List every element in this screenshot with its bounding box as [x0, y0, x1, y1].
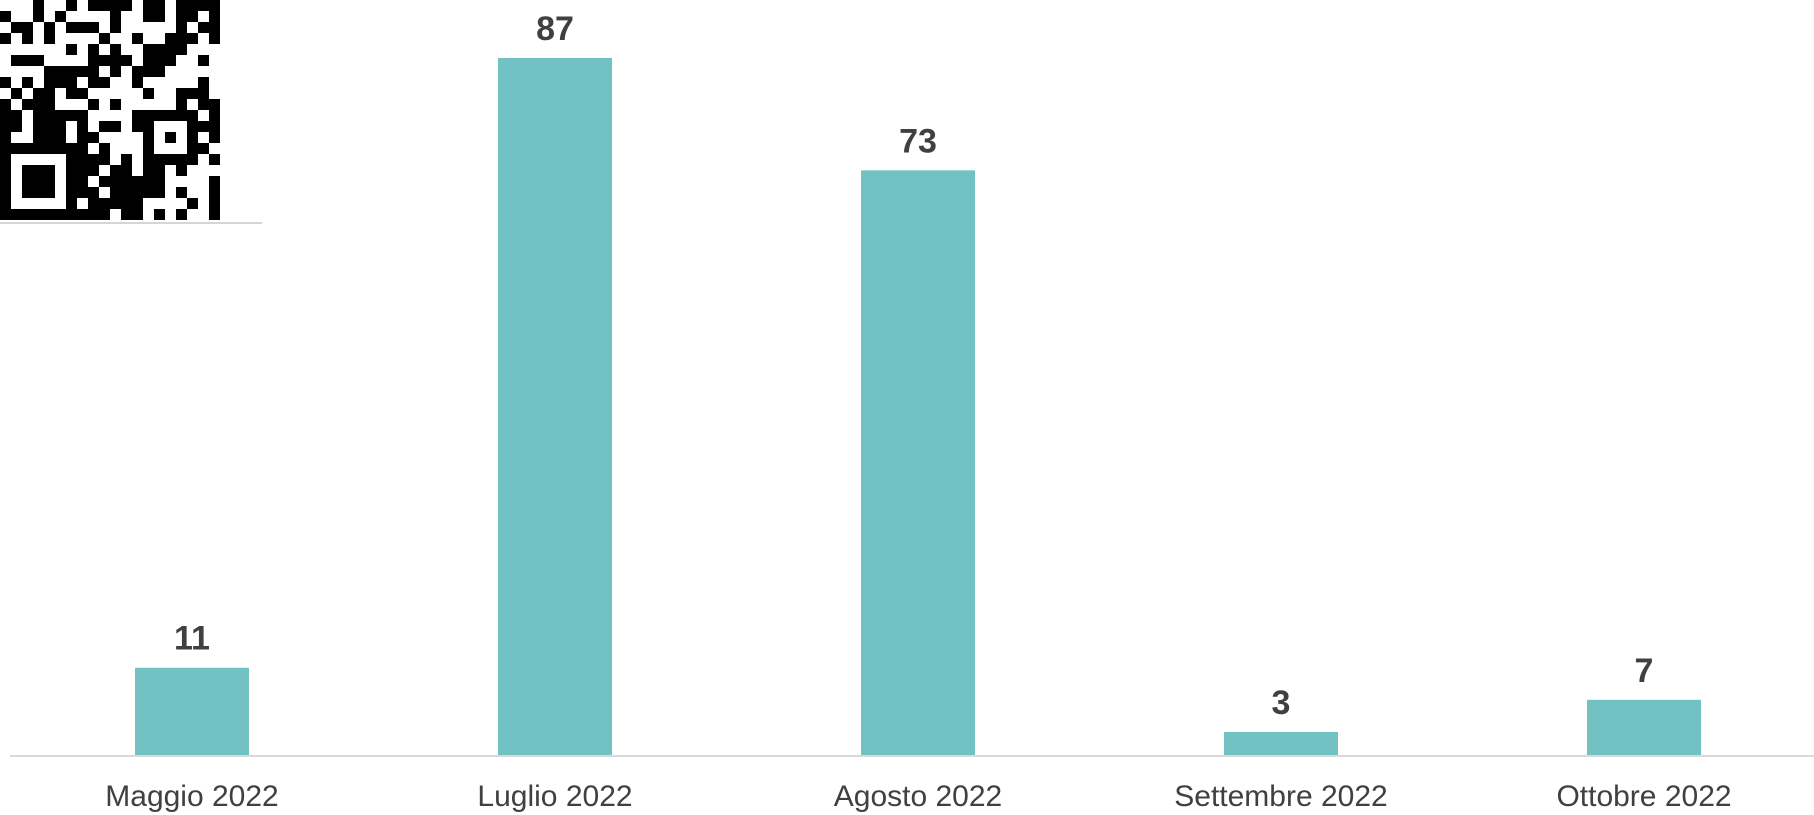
qr-code-icon — [0, 0, 262, 224]
bar-value-label: 3 — [1272, 684, 1291, 722]
bar-value-label: 11 — [174, 620, 210, 658]
x-tick-label: Maggio 2022 — [105, 780, 278, 813]
bar — [1587, 699, 1701, 756]
bar-value-label: 73 — [899, 122, 937, 160]
x-tick-labels-group: Maggio 2022 Luglio 2022 Agosto 2022 Settemb… — [105, 780, 1731, 813]
x-tick-label: Ottobre 2022 — [1556, 780, 1731, 813]
bar — [498, 58, 612, 756]
bar — [861, 170, 975, 756]
x-tick-label: Settembre 2022 — [1174, 780, 1387, 813]
bar — [1224, 731, 1338, 756]
bar-value-label: 7 — [1635, 652, 1654, 690]
x-tick-label: Agosto 2022 — [834, 780, 1002, 813]
x-tick-label: Luglio 2022 — [477, 780, 632, 813]
bars-group — [135, 58, 1701, 756]
bar — [135, 667, 249, 756]
data-labels-group: 11 87 73 3 7 — [174, 10, 1653, 722]
bar-value-label: 87 — [536, 10, 574, 48]
